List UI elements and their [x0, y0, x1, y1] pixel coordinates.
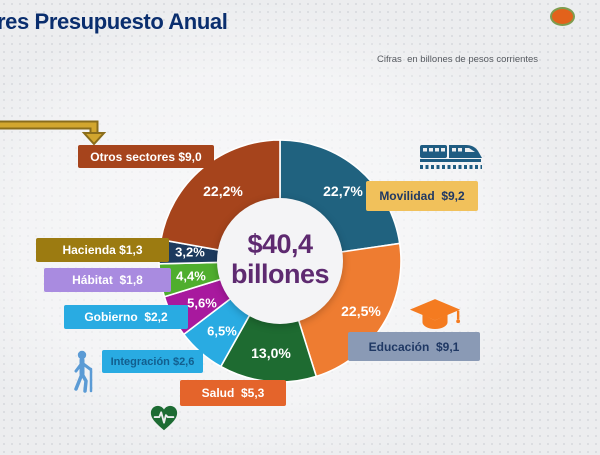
train-icon — [419, 140, 483, 172]
percent-movilidad: 22,7% — [323, 183, 363, 199]
label-integracion: Integración $2,6 — [102, 350, 203, 373]
label-movilidad: Movilidad $9,2 — [366, 181, 478, 211]
label-gobierno: Gobierno $2,2 — [64, 305, 188, 329]
total-unit: billones — [230, 259, 330, 289]
logo-ellipse-icon — [550, 7, 575, 26]
label-educacion: Educación $9,1 — [348, 332, 480, 361]
label-salud: Salud $5,3 — [180, 380, 286, 406]
label-otros-sectores: Otros sectores $9,0 — [78, 145, 214, 168]
percent-otros: 22,2% — [203, 183, 243, 199]
person-cane-icon — [70, 350, 100, 395]
percent-gobierno: 5,6% — [187, 295, 217, 311]
percent-salud: 13,0% — [251, 345, 291, 361]
donut-hole — [217, 198, 343, 324]
label-hacienda: Hacienda $1,3 — [36, 238, 169, 262]
total-amount: $40,4 — [247, 228, 313, 259]
callout-arrow-icon — [0, 120, 107, 146]
heart-pulse-icon — [149, 403, 179, 433]
percent-integracion: 6,5% — [207, 323, 237, 339]
units-note: Cifras en billones de pesos corrientes — [377, 54, 539, 65]
percent-hacienda: 3,2% — [175, 244, 205, 260]
page-title: res Presupuesto Anual — [0, 9, 228, 34]
percent-habitat: 4,4% — [176, 268, 206, 284]
percent-educacion: 22,5% — [341, 303, 381, 319]
donut-center-total: $40,4 billones — [230, 228, 330, 289]
label-habitat: Hábitat $1,8 — [44, 268, 171, 292]
graduation-cap-icon — [408, 297, 462, 332]
